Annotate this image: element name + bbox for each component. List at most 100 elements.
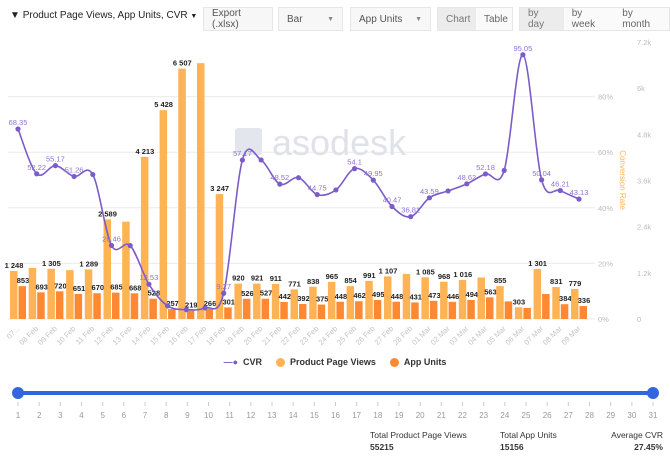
data-label-app-units: 431: [409, 292, 422, 301]
slider-end-handle[interactable]: [647, 387, 659, 399]
data-label-cvr: 43.13: [570, 188, 589, 197]
y-tick-percent: 0%: [598, 315, 609, 324]
legend: —● CVR Product Page Views App Units: [0, 357, 670, 367]
data-label-app-units: 257: [166, 299, 179, 308]
date-range-slider[interactable]: 1 2 3 4 5 6 7 8 9 10 11 12 13 14 15 16 17 18 19 20 21 22 23 24 2…: [0, 380, 670, 420]
legend-cvr[interactable]: —● CVR: [224, 357, 262, 367]
export-label: Export (.xlsx): [212, 8, 241, 30]
legend-page-views[interactable]: Product Page Views: [276, 357, 376, 367]
circle-icon: [389, 357, 399, 367]
bar-page-views: [215, 194, 224, 319]
data-label-page-views: 1 016: [453, 270, 472, 279]
cvr-point: [557, 187, 563, 194]
bar-page-views: [496, 286, 504, 319]
tab-table[interactable]: Table: [476, 8, 512, 30]
slider-tick-label: 28: [585, 411, 594, 420]
chart-metrics-dropdown[interactable]: ▼︎ Product Page Views, App Units, CVR ▼: [10, 10, 197, 21]
circle-icon: [276, 357, 286, 367]
slider-tick-label: 1: [16, 411, 21, 420]
slider-tick-label: 3: [58, 411, 63, 420]
chart-type-select[interactable]: Bar ▼: [278, 7, 343, 31]
chart-area: 0% 20% 40% 60% 80% 0 1.2k 2.4k 3.6k 4.8k 6k 7.2k Con…: [5, 38, 652, 346]
cvr-point: [295, 175, 302, 181]
bar-page-views: [533, 268, 542, 319]
cvr-point: [426, 195, 432, 201]
bar-page-views: [384, 276, 392, 319]
data-label-cvr: 44.75: [308, 184, 327, 193]
slider-tick-label: 31: [649, 411, 658, 420]
bar-app-units: [504, 301, 513, 319]
data-label-cvr: 52.18: [476, 163, 495, 172]
bar-app-units: [18, 286, 26, 319]
slider-tick-label: 4: [79, 411, 84, 420]
logo-icon: [235, 128, 262, 155]
watermark-logo: asodesk: [272, 122, 407, 163]
cvr-point: [576, 196, 582, 202]
bar-app-units: [467, 299, 475, 319]
bar-app-units: [74, 293, 83, 319]
view-toggle: Chart Table: [437, 7, 513, 31]
slider-tick-label: 12: [246, 411, 255, 420]
bar-app-units: [579, 306, 587, 319]
bar-app-units: [168, 309, 176, 319]
export-button[interactable]: Export (.xlsx): [203, 7, 273, 31]
data-label-app-units: 670: [92, 283, 105, 292]
data-label-cvr: 95.05: [514, 44, 533, 53]
y-tick-count: 0: [637, 315, 641, 324]
data-label-page-views: 991: [363, 271, 376, 280]
bar-app-units: [542, 293, 550, 319]
data-label-app-units: 448: [335, 292, 348, 301]
tab-by-month[interactable]: by month: [614, 8, 669, 30]
data-label-cvr: 54.1: [347, 158, 362, 167]
cvr-point: [408, 214, 414, 220]
cvr-point: [520, 52, 526, 58]
data-label-page-views: 6 507: [173, 59, 192, 68]
chevron-down-icon: ▼: [415, 15, 422, 23]
cvr-line: [17, 53, 580, 311]
bar-page-views: [66, 270, 74, 319]
data-label-app-units: 526: [241, 289, 254, 298]
metric-select[interactable]: App Units ▼: [350, 7, 431, 31]
data-label-cvr: 12.53: [140, 273, 159, 282]
data-label-cvr: 57.17: [233, 149, 252, 158]
bar-page-views: [10, 270, 18, 319]
y-tick-percent: 80%: [598, 93, 613, 102]
slider-tick-label: 27: [564, 411, 573, 420]
period-toggle: by day by week by month: [519, 7, 670, 31]
data-label-app-units: 473: [428, 291, 441, 300]
data-label-cvr: 9.27: [216, 282, 231, 291]
data-label-app-units: 219: [185, 301, 198, 310]
tab-by-day[interactable]: by day: [520, 8, 564, 30]
bar-app-units: [261, 298, 270, 319]
stat-value: 27.45%: [634, 442, 663, 452]
x-tick-label: 28 Feb: [391, 324, 414, 346]
bar-page-views: [440, 281, 448, 319]
data-label-page-views: 911: [270, 274, 282, 283]
bar-page-views: [421, 277, 429, 319]
data-label-page-views: 3 247: [210, 184, 229, 193]
data-label-page-views: 1 085: [416, 267, 435, 276]
bar-app-units: [560, 304, 569, 319]
bar-page-views: [197, 63, 205, 319]
tab-by-week[interactable]: by week: [563, 8, 615, 30]
data-label-page-views: 2 589: [98, 209, 117, 218]
data-label-app-units: 392: [297, 294, 310, 303]
bar-app-units: [355, 301, 363, 319]
bar-app-units: [112, 292, 120, 319]
stat-value: 55215: [370, 442, 394, 452]
bar-app-units: [373, 299, 382, 319]
data-label-cvr: 40.47: [383, 195, 402, 204]
slider-tick-label: 22: [458, 411, 467, 420]
legend-app-units[interactable]: App Units: [389, 357, 446, 367]
data-label-app-units: 495: [372, 290, 385, 299]
y-tick-count: 2.4k: [637, 223, 651, 232]
y-tick-count: 6k: [637, 84, 645, 93]
slider-tick-label: 8: [164, 411, 169, 420]
tab-chart[interactable]: Chart: [438, 8, 476, 30]
data-label-page-views: 1 248: [5, 261, 24, 270]
data-label-cvr: 46.21: [551, 180, 570, 189]
slider-start-handle[interactable]: [12, 387, 24, 399]
bar-page-views: [84, 269, 93, 319]
cvr-point: [90, 171, 96, 178]
data-label-app-units: 462: [353, 291, 366, 300]
